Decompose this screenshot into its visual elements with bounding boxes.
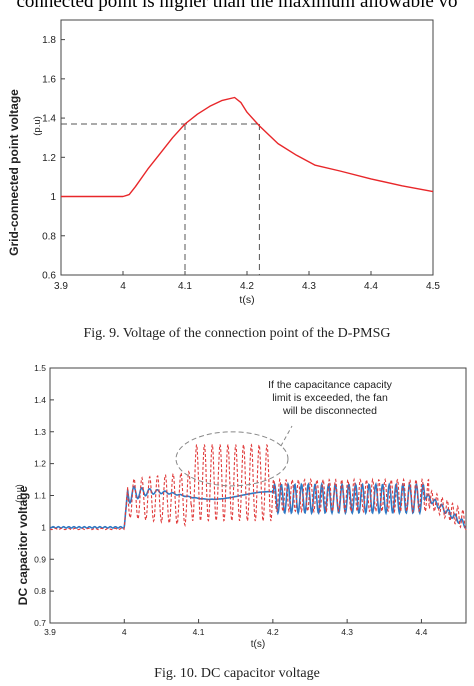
x-tick-label: 4.4 <box>364 281 378 292</box>
y-tick-label: 1.2 <box>34 459 46 469</box>
chart-grid-voltage: 3.9 4 4.1 4.2 4.3 4.4 4.5 0.6 0.8 1 1.2 1.4 1.6 1.8 t(… <box>7 19 440 306</box>
y-tick-label: 1.6 <box>42 74 56 85</box>
y-tick-label: 1.3 <box>34 427 46 437</box>
y-tick-label: 1.2 <box>42 153 56 164</box>
x-tick-label: 4 <box>122 627 127 637</box>
x-tick-label: 4.5 <box>426 281 440 292</box>
header-text-fragment: connected point is higher than the maxim… <box>16 0 458 12</box>
y-tick-label: 1.1 <box>34 491 46 501</box>
x-axis-label: t(s) <box>251 639 265 650</box>
x-tick-label: 4 <box>120 281 126 292</box>
x-axis-label: t(s) <box>239 294 254 306</box>
y-tick-label: 0.6 <box>42 271 56 282</box>
y-tick-label: 1 <box>50 192 56 203</box>
x-tick-label: 4.2 <box>240 281 254 292</box>
y-axis-unit: (p.u) <box>14 484 24 503</box>
y-tick-label: 1.5 <box>34 363 46 373</box>
x-tick-label: 4.3 <box>302 281 316 292</box>
annotation-text-line: will be disconnected <box>282 405 377 417</box>
y-axis-label: DC capacitor voltage <box>16 485 30 605</box>
y-tick-label: 1 <box>41 522 46 532</box>
annotation-text-line: limit is exceeded, the fan <box>272 392 388 404</box>
voltage-series-line <box>61 96 434 198</box>
y-tick-label: 0.9 <box>34 554 46 564</box>
annotation-text-line: If the capacitance capacity <box>268 379 392 391</box>
y-tick-label: 0.8 <box>34 586 46 596</box>
x-tick-label: 4.4 <box>416 627 428 637</box>
y-tick-label: 0.8 <box>42 231 56 242</box>
highlight-ellipse <box>175 431 289 487</box>
x-tick-label: 3.9 <box>54 281 68 292</box>
blue-series-line <box>49 481 467 529</box>
y-tick-label: 1.8 <box>42 35 56 46</box>
x-tick-label: 4.1 <box>193 627 205 637</box>
callout-leader-line <box>280 425 293 447</box>
y-axis-unit: (p.u) <box>32 116 43 136</box>
y-tick-label: 0.7 <box>34 618 46 628</box>
figure-9-caption: Fig. 9. Voltage of the connection point … <box>83 326 391 341</box>
x-tick-label: 4.1 <box>178 281 192 292</box>
x-tick-label: 3.9 <box>44 627 56 637</box>
y-tick-label: 1.4 <box>34 395 46 405</box>
red-dashed-series-line <box>49 442 467 533</box>
y-axis-label: Grid-connected point voltage <box>7 89 21 256</box>
y-tick-label: 1.4 <box>42 114 56 125</box>
x-tick-label: 4.3 <box>341 627 353 637</box>
x-tick-label: 4.2 <box>267 627 279 637</box>
figure-10-caption: Fig. 10. DC capacitor voltage <box>154 666 320 681</box>
